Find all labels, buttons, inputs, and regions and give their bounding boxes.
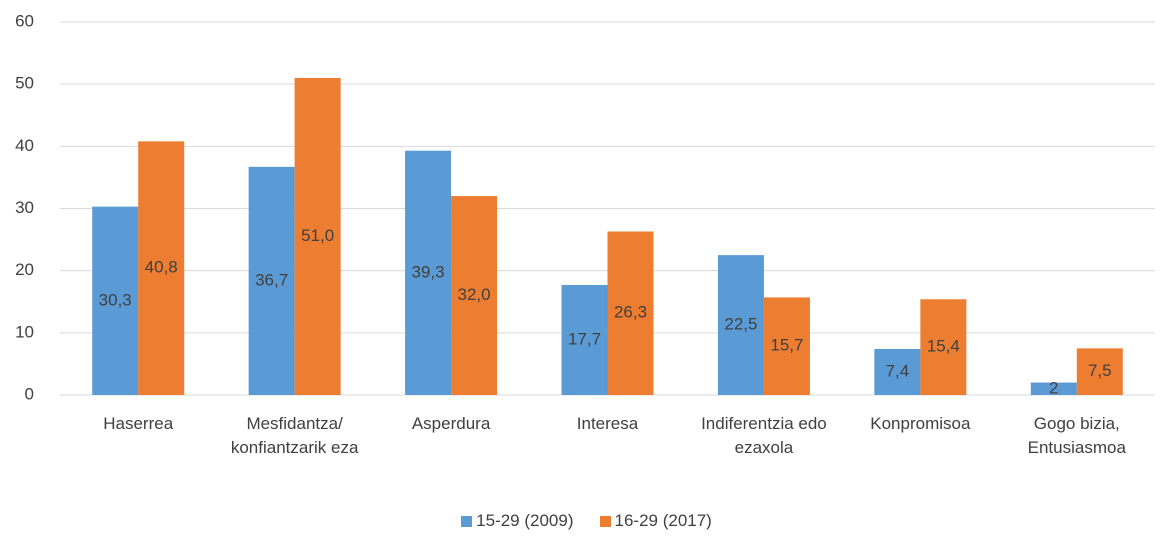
- data-label: 17,7: [568, 329, 601, 348]
- y-tick-label: 10: [15, 322, 34, 341]
- y-tick-label: 0: [25, 384, 34, 403]
- data-label: 2: [1049, 378, 1058, 397]
- y-tick-label: 40: [15, 136, 34, 155]
- data-label: 15,4: [927, 337, 960, 356]
- bar: [717, 255, 764, 395]
- bar: [92, 206, 139, 395]
- data-label: 36,7: [255, 270, 288, 289]
- x-tick-label: Gogo bizia, Entusiasmoa: [1027, 414, 1126, 457]
- data-label: 30,3: [99, 290, 132, 309]
- bar: [1076, 348, 1123, 395]
- data-label: 7,4: [886, 361, 910, 380]
- bar: [1030, 382, 1077, 395]
- bar: [763, 297, 810, 395]
- legend: 15-29 (2009) 16-29 (2017): [0, 511, 1173, 531]
- x-tick-label: Asperdura: [411, 414, 491, 433]
- bar: [561, 284, 608, 395]
- y-tick-label: 60: [15, 11, 34, 30]
- bar: [405, 150, 452, 395]
- bar: [920, 299, 967, 395]
- x-tick-label: Konpromisoa: [870, 414, 971, 433]
- x-tick-label: Haserrea: [103, 414, 174, 433]
- bar: [607, 231, 654, 395]
- x-tick-label: Mesfidantza/ konfiantzarik eza: [230, 414, 359, 457]
- data-label: 40,8: [145, 258, 178, 277]
- bar: [294, 77, 341, 395]
- y-tick-label: 30: [15, 198, 34, 217]
- legend-item: 16-29 (2017): [599, 511, 712, 531]
- legend-swatch: [461, 515, 473, 527]
- data-label: 51,0: [301, 226, 334, 245]
- data-label: 26,3: [614, 303, 647, 322]
- data-label: 7,5: [1088, 361, 1112, 380]
- bar: [874, 348, 921, 395]
- x-tick-label: Indiferentzia edo ezaxola: [701, 414, 827, 457]
- bar: [451, 196, 498, 395]
- data-label: 39,3: [412, 262, 445, 281]
- bar: [248, 166, 295, 395]
- legend-item: 15-29 (2009): [461, 511, 574, 531]
- data-label: 15,7: [770, 336, 803, 355]
- legend-swatch: [599, 515, 611, 527]
- y-tick-label: 50: [15, 74, 34, 93]
- legend-label: 15-29 (2009): [476, 511, 574, 530]
- bar: [138, 141, 185, 395]
- x-tick-label: Interesa: [576, 414, 639, 433]
- legend-label: 16-29 (2017): [614, 511, 712, 530]
- data-label: 32,0: [458, 285, 491, 304]
- data-label: 22,5: [724, 315, 757, 334]
- y-tick-label: 20: [15, 260, 34, 279]
